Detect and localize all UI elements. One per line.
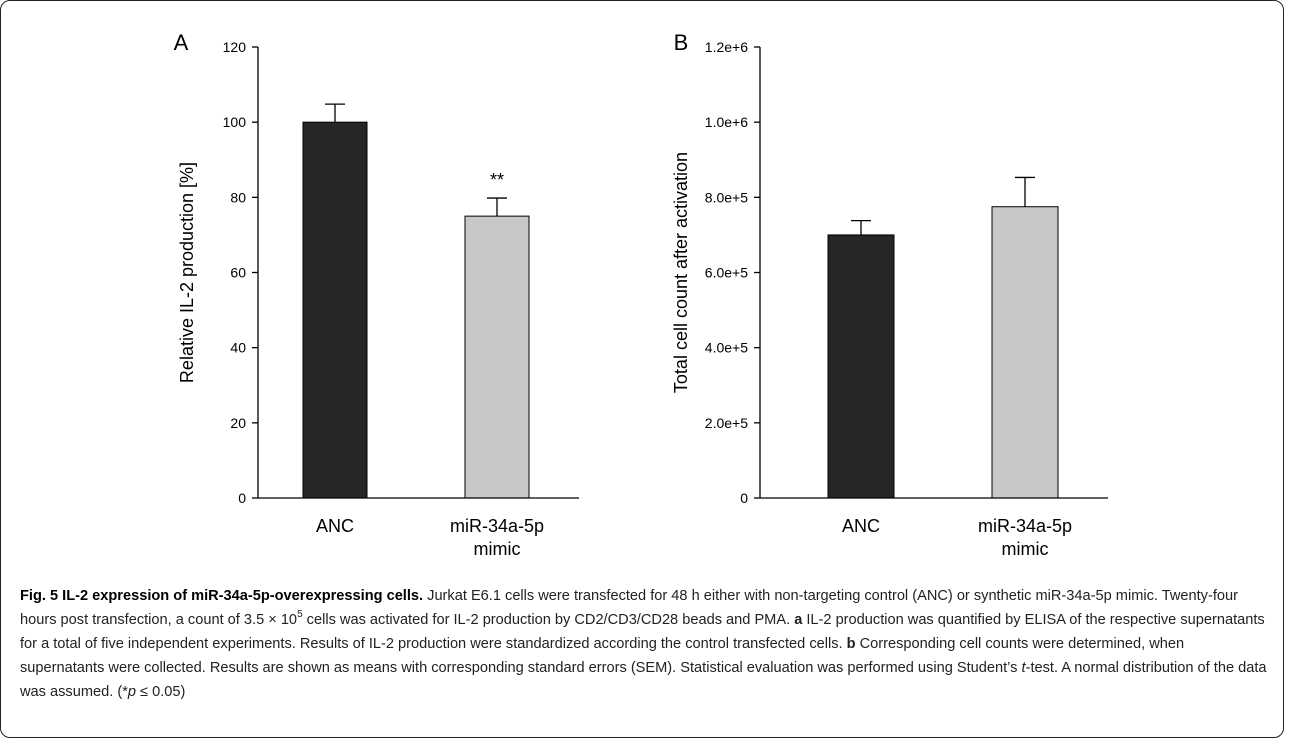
caption-panel-a-label: a xyxy=(794,612,803,628)
panel-a-letter: A xyxy=(174,30,189,55)
panel-b-bar xyxy=(991,206,1059,499)
panel-b-y-tick-label: 4.0e+5 xyxy=(705,340,748,356)
panel-a-y-tick-label: 60 xyxy=(230,265,246,281)
caption-panel-b-label: b xyxy=(846,636,856,652)
caption-text-4: Corresponding cell counts were determine… xyxy=(20,636,1185,676)
panel-a-y-tick-label: 0 xyxy=(238,490,246,506)
caption-text-5: -test. A normal distribution of the data… xyxy=(20,660,1267,700)
panel-b-y-tick-label: 6.0e+5 xyxy=(705,265,748,281)
panel-a-y-axis-label: Relative IL-2 production [%] xyxy=(177,162,197,383)
panel-b-y-tick-label: 2.0e+5 xyxy=(705,415,748,431)
panel-b-y-tick-label: 0 xyxy=(740,490,748,506)
caption-text-6: ≤ 0.05) xyxy=(136,684,186,700)
caption-superscript: 5 xyxy=(297,609,303,621)
panel-a-y-tick-label: 100 xyxy=(223,114,247,130)
panel-a-x-tick-label: miR-34a-5p xyxy=(450,516,544,536)
panel-a-x-tick-label: mimic xyxy=(474,539,521,559)
panel-a-bar xyxy=(302,121,368,499)
panel-b-x-tick-label: ANC xyxy=(842,516,880,536)
panel-a-bar xyxy=(464,215,530,499)
caption-p-italic: p xyxy=(127,684,136,700)
caption-title: Fig. 5 IL-2 expression of miR-34a-5p-ove… xyxy=(20,588,424,604)
charts-svg: A 0 20 40 60 80 100 120 Relative IL-2 production… xyxy=(174,30,1108,559)
figure-caption: Fig. 5 IL-2 expression of miR-34a-5p-ove… xyxy=(20,584,1270,704)
panel-a-y-tick-label: 40 xyxy=(230,340,246,356)
caption-text-2: cells was activated for IL-2 production … xyxy=(302,612,795,628)
panel-b-y-tick-label: 8.0e+5 xyxy=(705,189,748,205)
panel-a-significance-label: ** xyxy=(490,170,504,190)
panel-b-y-tick-label: 1.0e+6 xyxy=(705,114,748,130)
panel-a-y-tick-label: 20 xyxy=(230,415,246,431)
caption-text-3: IL-2 production was quantified by ELISA … xyxy=(20,612,1265,652)
panel-a-x-tick-label: ANC xyxy=(316,516,354,536)
panel-a-y-tick-label: 80 xyxy=(230,189,246,205)
panel-b-x-tick-label: mimic xyxy=(1002,539,1049,559)
panel-a-y-tick-label: 120 xyxy=(223,39,247,55)
caption-text-1: Jurkat E6.1 cells were transfected for 4… xyxy=(20,588,1238,628)
panel-b-letter: B xyxy=(674,30,689,55)
caption-t-italic: t xyxy=(1021,660,1026,676)
panel-b-y-tick-label: 1.2e+6 xyxy=(705,39,748,55)
panel-b-x-tick-label: miR-34a-5p xyxy=(978,516,1072,536)
panel-b-bar xyxy=(827,234,895,499)
panel-b-y-axis-label: Total cell count after activation xyxy=(671,152,691,393)
